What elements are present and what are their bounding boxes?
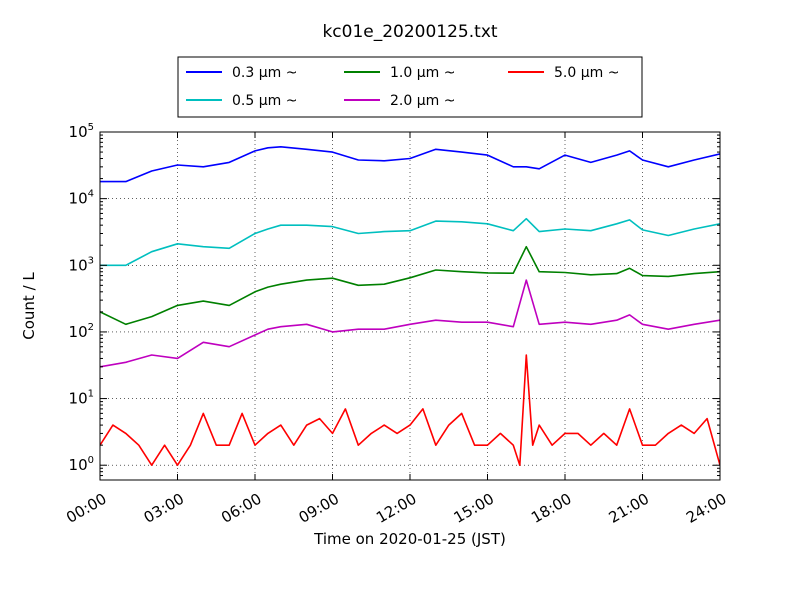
legend-label: 1.0 μm ~: [390, 65, 455, 81]
legend: 0.3 μm ~ 0.5 μm ~ 1.0 μm ~ 2.0 μm ~ 5.0 μm ~: [177, 56, 643, 118]
chart-title: kc01e_20200125.txt: [322, 22, 497, 42]
y-tick-label: 105: [69, 122, 94, 141]
series-line-1: [100, 146, 720, 183]
x-axis-label: Time on 2020-01-25 (JST): [313, 530, 506, 548]
y-tick-label: 103: [69, 255, 94, 274]
series-lines: [100, 146, 720, 467]
series-line-4: [100, 279, 720, 368]
legend-label: 0.3 μm ~: [232, 65, 297, 81]
series-line-2: [100, 217, 720, 267]
series-line-3: [100, 245, 720, 326]
y-tick-label: 100: [69, 455, 94, 474]
y-tick-label: 104: [69, 189, 94, 208]
legend-box: [177, 56, 643, 118]
legend-label: 0.5 μm ~: [232, 93, 297, 109]
y-tick-label: 101: [69, 389, 94, 408]
legend-label: 2.0 μm ~: [390, 93, 455, 109]
series-line-5: [100, 354, 720, 467]
legend-label: 5.0 μm ~: [554, 65, 619, 81]
y-axis-label: Count / L: [20, 272, 38, 340]
y-tick-label: 102: [69, 322, 94, 341]
